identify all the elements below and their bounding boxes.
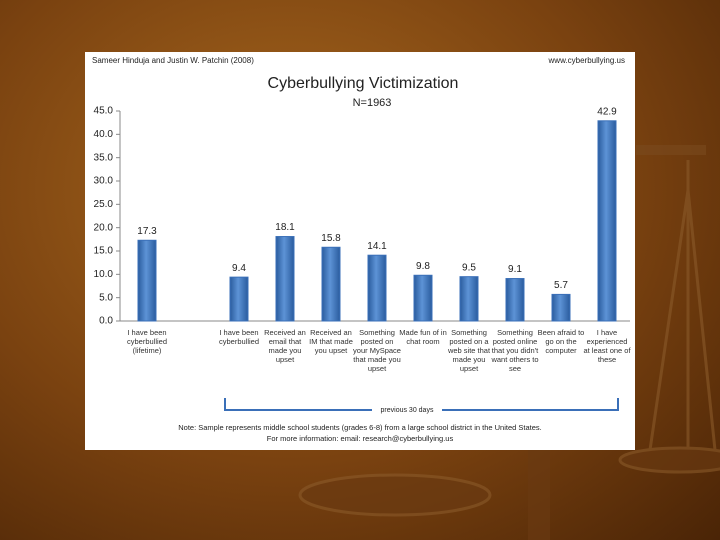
x-tick-label: Made fun of in chat room bbox=[399, 328, 447, 346]
bar bbox=[367, 254, 387, 322]
bar bbox=[551, 293, 571, 322]
bar bbox=[275, 236, 295, 322]
bar bbox=[137, 239, 157, 322]
y-tick-label: 0.0 bbox=[99, 316, 113, 327]
scale-decoration bbox=[298, 145, 720, 540]
y-tick-label: 10.0 bbox=[94, 269, 114, 280]
x-tick-label: I have experienced at least one of these bbox=[583, 328, 631, 364]
x-tick-label: Received an IM that made you upset bbox=[309, 328, 353, 355]
value-label: 42.9 bbox=[597, 106, 617, 117]
chart-title: Cyberbullying Victimization bbox=[268, 75, 459, 92]
y-tick-label: 40.0 bbox=[94, 129, 114, 140]
x-tick-label: I have been cyberbullied bbox=[218, 328, 260, 346]
bar bbox=[459, 276, 479, 322]
bar bbox=[321, 246, 341, 322]
value-label: 14.1 bbox=[367, 241, 387, 252]
value-label: 9.5 bbox=[462, 262, 476, 273]
more-info: For more information: email: research@cy… bbox=[267, 434, 454, 443]
chart-subtitle: N=1963 bbox=[353, 97, 392, 109]
x-tick-label: I have been cyberbullied (lifetime) bbox=[126, 328, 168, 355]
bracket-label: previous 30 days bbox=[381, 407, 434, 414]
x-tick-label: Something posted online that you didn't … bbox=[491, 328, 539, 373]
value-label: 17.3 bbox=[137, 226, 157, 237]
bracket-label-bg bbox=[372, 404, 442, 416]
value-label: 9.8 bbox=[416, 261, 430, 272]
website: www.cyberbullying.us bbox=[548, 56, 625, 65]
x-tick-label: Something posted on your MySpace that ma… bbox=[353, 328, 401, 373]
value-label: 15.8 bbox=[321, 233, 341, 244]
y-tick-label: 20.0 bbox=[94, 222, 114, 233]
y-tick-label: 15.0 bbox=[94, 246, 114, 257]
y-tick-label: 25.0 bbox=[94, 199, 114, 210]
y-tick-label: 5.0 bbox=[99, 292, 113, 303]
note: Note: Sample represents middle school st… bbox=[178, 423, 542, 432]
bar bbox=[505, 278, 525, 322]
chart-panel bbox=[85, 52, 635, 450]
y-tick-label: 35.0 bbox=[94, 152, 114, 163]
x-tick-label: Received an email that made you upset bbox=[264, 328, 306, 364]
y-tick-label: 30.0 bbox=[94, 176, 114, 187]
y-tick-label: 45.0 bbox=[94, 106, 114, 117]
bar bbox=[229, 276, 249, 322]
x-tick-label: Something posted on a web site that made… bbox=[447, 328, 491, 373]
value-label: 5.7 bbox=[554, 280, 568, 291]
value-label: 9.4 bbox=[232, 263, 246, 274]
value-label: 9.1 bbox=[508, 264, 522, 275]
value-label: 18.1 bbox=[275, 222, 295, 233]
bar bbox=[597, 120, 617, 322]
source: Sameer Hinduja and Justin W. Patchin (20… bbox=[92, 56, 254, 65]
bar bbox=[413, 274, 433, 322]
x-tick-label: Been afraid to go on the computer bbox=[537, 328, 585, 355]
